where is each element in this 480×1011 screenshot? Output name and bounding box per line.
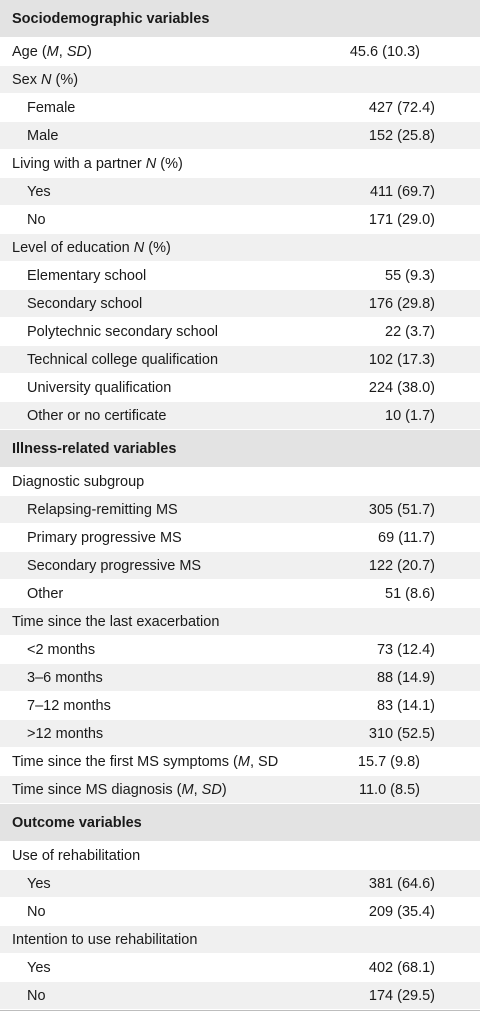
row-value: 45.6 (10.3) xyxy=(349,43,420,60)
table-subrow: Other or no certificate 10 (1.7) xyxy=(0,402,480,430)
row-value: 411 (69.7) xyxy=(369,183,435,200)
row-label: Secondary school xyxy=(27,295,143,312)
row-value: 310 (52.5) xyxy=(368,725,435,742)
table-row: Level of education N (%) xyxy=(0,234,480,262)
row-label: Yes xyxy=(27,183,51,200)
row-label: Living with a partner N (%) xyxy=(12,155,183,172)
row-value: 171 (29.0) xyxy=(368,211,435,228)
row-value: 224 (38.0) xyxy=(368,379,435,396)
row-label: Time since the first MS symptoms (M, SD xyxy=(12,753,279,770)
table-subrow: No 174 (29.5) xyxy=(0,982,480,1010)
table-subrow: Secondary school 176 (29.8) xyxy=(0,290,480,318)
row-label: Yes xyxy=(27,959,51,976)
row-label: Secondary progressive MS xyxy=(27,557,202,574)
row-label: Female xyxy=(27,99,76,116)
section-title: Outcome variables xyxy=(12,814,142,831)
row-label: Use of rehabilitation xyxy=(12,847,141,864)
table-subrow: No 171 (29.0) xyxy=(0,206,480,234)
row-value: 15.7 (9.8) xyxy=(357,753,420,770)
row-label: Primary progressive MS xyxy=(27,529,182,546)
row-label: Other xyxy=(27,585,64,602)
row-label: Time since MS diagnosis (M, SD) xyxy=(12,781,227,798)
table-row: Living with a partner N (%) xyxy=(0,150,480,178)
table-row: Time since the first MS symptoms (M, SD 1… xyxy=(0,748,480,776)
row-label: Other or no certificate xyxy=(27,407,167,424)
table-subrow: Elementary school 55 (9.3) xyxy=(0,262,480,290)
table-subrow: Primary progressive MS 69 (11.7) xyxy=(0,524,480,552)
row-label: Age (M, SD) xyxy=(12,43,92,60)
row-label: Technical college qualification xyxy=(27,351,219,368)
table-subrow: Relapsing-remitting MS 305 (51.7) xyxy=(0,496,480,524)
row-value: 176 (29.8) xyxy=(368,295,435,312)
table-subrow: Yes 381 (64.6) xyxy=(0,870,480,898)
row-label: Elementary school xyxy=(27,267,147,284)
table-row: Time since MS diagnosis (M, SD) 11.0 (8.5… xyxy=(0,776,480,804)
row-value: 209 (35.4) xyxy=(368,903,435,920)
row-label: Time since the last exacerbation xyxy=(12,613,220,630)
row-label: Intention to use rehabilitation xyxy=(12,931,198,948)
row-label: Relapsing-remitting MS xyxy=(27,501,178,518)
table-subrow: Female 427 (72.4) xyxy=(0,94,480,122)
row-label: 7–12 months xyxy=(27,697,111,714)
row-label: >12 months xyxy=(27,725,104,742)
table-row: Sex N (%) xyxy=(0,66,480,94)
row-value: 73 (12.4) xyxy=(376,641,435,658)
section-title: Illness-related variables xyxy=(12,440,177,457)
row-label: Male xyxy=(27,127,59,144)
row-label: No xyxy=(27,903,46,920)
row-value: 122 (20.7) xyxy=(368,557,435,574)
row-value: 381 (64.6) xyxy=(368,875,435,892)
table-subrow: Yes 411 (69.7) xyxy=(0,178,480,206)
row-label: No xyxy=(27,211,46,228)
table-row: Diagnostic subgroup xyxy=(0,468,480,496)
row-value: 69 (11.7) xyxy=(378,529,435,546)
table-subrow: 7–12 months 83 (14.1) xyxy=(0,692,480,720)
row-value: 10 (1.7) xyxy=(385,407,435,424)
table-subrow: Polytechnic secondary school 22 (3.7) xyxy=(0,318,480,346)
row-value: 55 (9.3) xyxy=(385,267,435,284)
row-value: 102 (17.3) xyxy=(368,351,435,368)
row-label: Yes xyxy=(27,875,51,892)
section-header: Sociodemographic variables xyxy=(0,0,480,38)
row-label: 3–6 months xyxy=(27,669,103,686)
table-row: Intention to use rehabilitation xyxy=(0,926,480,954)
row-value: 83 (14.1) xyxy=(376,697,435,714)
section-header: Outcome variables xyxy=(0,804,480,842)
table-subrow: 3–6 months 88 (14.9) xyxy=(0,664,480,692)
table-subrow: >12 months 310 (52.5) xyxy=(0,720,480,748)
table-subrow: University qualification 224 (38.0) xyxy=(0,374,480,402)
row-value: 305 (51.7) xyxy=(368,501,435,518)
section-header: Illness-related variables xyxy=(0,430,480,468)
row-label: Polytechnic secondary school xyxy=(27,323,219,340)
table-subrow: <2 months 73 (12.4) xyxy=(0,636,480,664)
table-subrow: Secondary progressive MS 122 (20.7) xyxy=(0,552,480,580)
row-value: 51 (8.6) xyxy=(385,585,435,602)
table-row: Age (M, SD) 45.6 (10.3) xyxy=(0,38,480,66)
row-value: 427 (72.4) xyxy=(368,99,435,116)
row-label: Level of education N (%) xyxy=(12,239,171,256)
row-label: University qualification xyxy=(27,379,172,396)
table-subrow: Yes 402 (68.1) xyxy=(0,954,480,982)
row-value: 22 (3.7) xyxy=(385,323,435,340)
row-label: <2 months xyxy=(27,641,96,658)
row-label: Diagnostic subgroup xyxy=(12,473,145,490)
row-label: Sex N (%) xyxy=(12,71,79,88)
table-subrow: Male 152 (25.8) xyxy=(0,122,480,150)
row-value: 152 (25.8) xyxy=(368,127,435,144)
row-value: 402 (68.1) xyxy=(368,959,435,976)
table-subrow: No 209 (35.4) xyxy=(0,898,480,926)
section-title: Sociodemographic variables xyxy=(12,10,210,27)
table-row: Time since the last exacerbation xyxy=(0,608,480,636)
row-value: 88 (14.9) xyxy=(376,669,435,686)
row-value: 11.0 (8.5) xyxy=(359,781,420,798)
table-row: Use of rehabilitation xyxy=(0,842,480,870)
table-subrow: Other 51 (8.6) xyxy=(0,580,480,608)
table-subrow: Technical college qualification 102 (17.3… xyxy=(0,346,480,374)
